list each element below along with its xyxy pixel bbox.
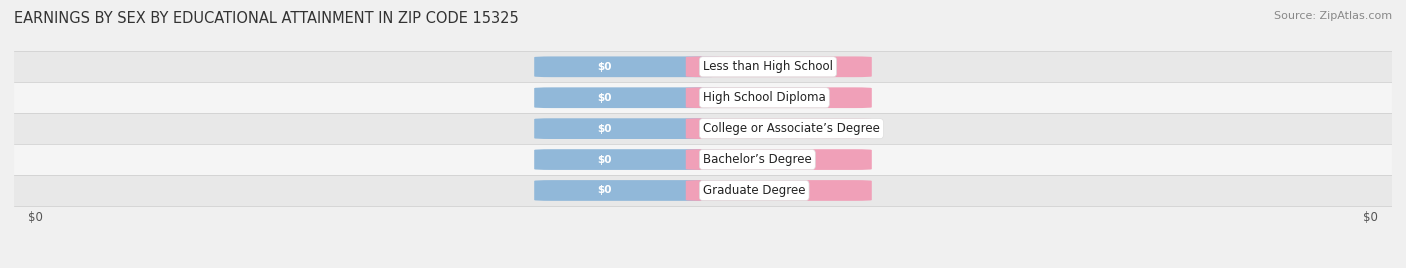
FancyBboxPatch shape [686,118,872,139]
FancyBboxPatch shape [534,87,720,108]
Text: $0: $0 [598,62,612,72]
FancyBboxPatch shape [686,57,872,77]
FancyBboxPatch shape [534,118,720,139]
FancyBboxPatch shape [686,180,872,201]
Text: $0: $0 [794,62,808,72]
FancyBboxPatch shape [686,149,872,170]
Text: Graduate Degree: Graduate Degree [703,184,806,197]
Text: $0: $0 [1364,211,1378,224]
FancyBboxPatch shape [534,149,720,170]
Text: $0: $0 [598,185,612,195]
Text: $0: $0 [794,93,808,103]
FancyBboxPatch shape [14,175,1392,206]
FancyBboxPatch shape [14,51,1392,82]
Text: Source: ZipAtlas.com: Source: ZipAtlas.com [1274,11,1392,21]
FancyBboxPatch shape [14,82,1392,113]
FancyBboxPatch shape [534,180,720,201]
Text: $0: $0 [794,185,808,195]
Text: High School Diploma: High School Diploma [703,91,825,104]
FancyBboxPatch shape [14,144,1392,175]
Text: Bachelor’s Degree: Bachelor’s Degree [703,153,811,166]
Text: $0: $0 [794,124,808,134]
Text: $0: $0 [28,211,42,224]
Text: $0: $0 [598,124,612,134]
Text: Less than High School: Less than High School [703,60,832,73]
FancyBboxPatch shape [534,57,720,77]
Text: $0: $0 [598,93,612,103]
Text: $0: $0 [794,155,808,165]
Text: College or Associate’s Degree: College or Associate’s Degree [703,122,880,135]
Text: EARNINGS BY SEX BY EDUCATIONAL ATTAINMENT IN ZIP CODE 15325: EARNINGS BY SEX BY EDUCATIONAL ATTAINMEN… [14,11,519,26]
FancyBboxPatch shape [686,87,872,108]
Text: $0: $0 [598,155,612,165]
FancyBboxPatch shape [14,113,1392,144]
